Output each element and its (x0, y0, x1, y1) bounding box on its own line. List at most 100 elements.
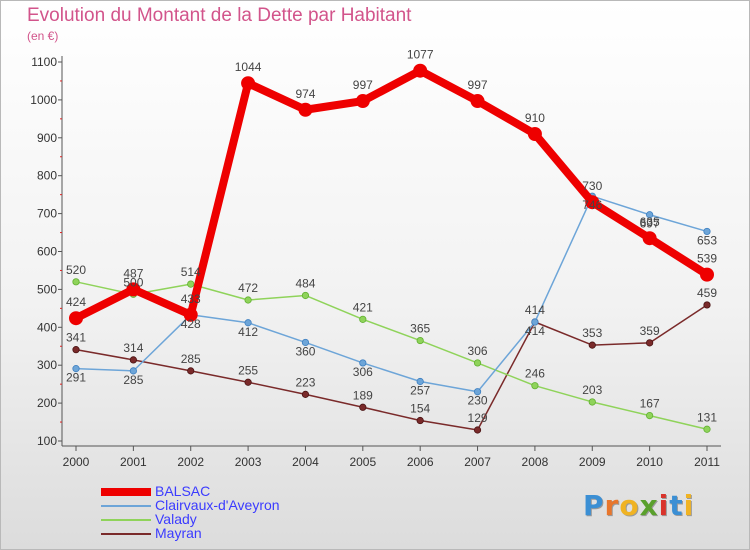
proxiti-logo: Proxiti (583, 489, 694, 522)
data-label-valady-2002: 514 (181, 265, 201, 279)
x-tick-label-2011: 2011 (694, 455, 720, 469)
logo-letter: o (619, 489, 640, 522)
data-label-clairvaux-d-aveyron-2004: 360 (295, 344, 315, 358)
point-balsac-2004 (298, 102, 313, 117)
data-label-balsac-2010: 635 (640, 215, 660, 229)
point-mayran-2002 (187, 367, 195, 375)
data-label-balsac-2007: 997 (468, 78, 488, 92)
point-clairvaux-d-aveyron-2010 (646, 211, 654, 219)
x-tick-label-2002: 2002 (177, 455, 204, 469)
series-line-mayran (75, 304, 708, 431)
logo-letter: r (604, 489, 620, 522)
point-clairvaux-d-aveyron-2006 (416, 377, 424, 386)
data-label-mayran-2006: 154 (410, 402, 430, 416)
point-valady-2005 (359, 315, 367, 323)
legend-swatch-balsac (101, 488, 151, 496)
x-tick-label-2010: 2010 (636, 455, 663, 469)
legend-swatch-mayran (101, 533, 151, 535)
point-valady-2000 (72, 278, 80, 286)
point-mayran-2007 (473, 426, 482, 434)
y-tick-label-100: 100 (37, 434, 57, 448)
data-label-valady-2008: 246 (525, 367, 545, 381)
point-balsac-2005 (355, 94, 370, 109)
data-label-valady-2011: 131 (697, 410, 717, 424)
point-clairvaux-d-aveyron-2007 (473, 388, 482, 396)
point-mayran-2005 (359, 403, 367, 411)
logo-letter: x (639, 489, 659, 522)
point-valady-2008 (531, 382, 539, 390)
point-valady-2009 (588, 398, 596, 406)
point-valady-2006 (416, 336, 424, 345)
point-valady-2002 (187, 280, 195, 288)
data-label-valady-2009: 203 (582, 383, 602, 397)
point-valady-2004 (301, 291, 310, 300)
data-label-mayran-2000: 341 (66, 331, 86, 345)
data-label-clairvaux-d-aveyron-2000: 291 (66, 371, 86, 385)
data-label-balsac-2001: 487 (123, 266, 143, 280)
logo-letter: t (669, 489, 684, 522)
y-tick-label-800: 800 (37, 169, 57, 183)
chart-title: Evolution du Montant de la Dette par Hab… (27, 5, 412, 26)
point-mayran-2000 (72, 346, 80, 354)
data-label-balsac-2009: 730 (582, 179, 602, 193)
point-balsac-2006 (413, 63, 428, 78)
data-label-mayran-2010: 359 (640, 324, 660, 338)
data-label-valady-2004: 484 (295, 276, 315, 290)
data-label-clairvaux-d-aveyron-2002: 428 (181, 317, 201, 331)
point-valady-2007 (473, 359, 482, 367)
chart-subtitle: (en €) (27, 29, 59, 43)
legend-label-balsac: BALSAC (155, 483, 211, 499)
point-balsac-2010 (642, 231, 657, 246)
y-tick-label-400: 400 (37, 320, 57, 334)
data-label-balsac-2000: 424 (66, 295, 86, 309)
data-label-mayran-2004: 223 (295, 375, 315, 389)
x-tick-label-2008: 2008 (522, 455, 549, 469)
logo-letter: i (683, 489, 695, 522)
point-clairvaux-d-aveyron-2001 (129, 367, 137, 375)
point-balsac-2011 (700, 267, 714, 282)
data-label-mayran-2001: 314 (123, 341, 143, 355)
legend-item-valady: Valady (101, 511, 401, 527)
point-balsac-2007 (470, 94, 485, 109)
data-label-clairvaux-d-aveyron-2009: 746 (582, 198, 602, 212)
data-label-clairvaux-d-aveyron-2008: 414 (525, 324, 545, 338)
point-balsac-2003 (241, 76, 256, 91)
x-tick-label-2006: 2006 (407, 455, 434, 469)
x-tick-label-2001: 2001 (120, 455, 147, 469)
legend-swatch-valady (101, 519, 151, 521)
data-label-balsac-2004: 974 (295, 87, 315, 101)
point-mayran-2010 (646, 339, 654, 347)
x-tick-label-2003: 2003 (235, 455, 262, 469)
series-line-valady (75, 281, 708, 431)
y-tick-label-1000: 1000 (30, 93, 57, 107)
data-label-clairvaux-d-aveyron-2007: 230 (468, 394, 488, 408)
data-label-valady-2001: 500 (123, 275, 143, 289)
data-label-balsac-2005: 997 (353, 78, 373, 92)
data-label-clairvaux-d-aveyron-2005: 306 (353, 365, 373, 379)
data-label-valady-2007: 306 (468, 344, 488, 358)
logo-letter: i (658, 489, 670, 522)
point-clairvaux-d-aveyron-2005 (359, 359, 367, 367)
point-mayran-2009 (588, 341, 596, 349)
y-tick-label-500: 500 (37, 282, 57, 296)
x-tick-label-2005: 2005 (349, 455, 376, 469)
data-label-clairvaux-d-aveyron-2001: 285 (123, 373, 143, 387)
data-label-clairvaux-d-aveyron-2010: 697 (640, 217, 660, 231)
y-tick-label-300: 300 (37, 358, 57, 372)
x-tick-label-2004: 2004 (292, 455, 319, 469)
series-line-balsac (72, 66, 711, 323)
y-tick-label-200: 200 (37, 396, 57, 410)
data-label-valady-2003: 472 (238, 281, 258, 295)
point-balsac-2009 (585, 195, 600, 210)
point-valady-2003 (244, 296, 252, 304)
point-balsac-2008 (527, 127, 542, 142)
point-clairvaux-d-aveyron-2008 (531, 318, 539, 326)
data-label-mayran-2007: 129 (468, 411, 488, 425)
point-valady-2011 (703, 425, 711, 433)
data-label-mayran-2003: 255 (238, 363, 258, 377)
point-mayran-2006 (416, 416, 424, 425)
point-mayran-2004 (301, 390, 310, 398)
data-label-valady-2000: 520 (66, 263, 86, 277)
y-tick-label-700: 700 (37, 207, 57, 221)
